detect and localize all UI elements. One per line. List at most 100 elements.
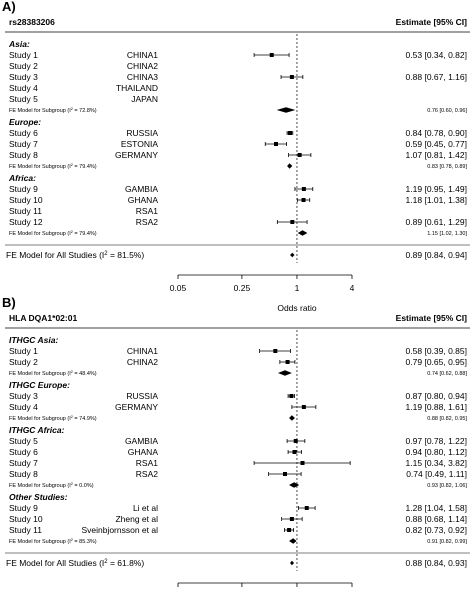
subgroup-diamond bbox=[289, 415, 295, 421]
point-estimate bbox=[282, 472, 287, 476]
group-heading: Europe: bbox=[9, 117, 41, 127]
panel-label: B) bbox=[2, 295, 16, 310]
point-estimate bbox=[288, 131, 293, 135]
study-label: Study 11 bbox=[9, 206, 42, 216]
group-heading: ITHGC Asia: bbox=[9, 335, 58, 345]
population-label: Sveinbjornsson et al bbox=[81, 525, 158, 535]
subgroup-estimate-value: 0.88 [0.82, 0.95] bbox=[427, 416, 467, 422]
point-estimate bbox=[289, 517, 294, 521]
study-label: Study 3 bbox=[9, 72, 38, 82]
point-estimate bbox=[301, 187, 306, 191]
estimate-value: 1.28 [1.04, 1.58] bbox=[406, 503, 467, 513]
study-label: Study 3 bbox=[9, 391, 38, 401]
population-label: CHINA1 bbox=[127, 346, 158, 356]
study-label: Study 5 bbox=[9, 436, 38, 446]
subgroup-summary-label: FE Model for Subgroup (I2 = 72.8%) bbox=[9, 107, 97, 114]
overall-estimate-value: 0.88 [0.84, 0.93] bbox=[406, 558, 467, 568]
population-label: GAMBIA bbox=[125, 184, 158, 194]
population-label: GERMANY bbox=[115, 150, 158, 160]
population-label: CHINA2 bbox=[127, 61, 158, 71]
estimate-value: 0.74 [0.49, 1.11] bbox=[406, 469, 467, 479]
group-heading: Africa: bbox=[8, 173, 36, 183]
study-label: Study 12 bbox=[9, 217, 43, 227]
study-label: Study 4 bbox=[9, 83, 38, 93]
x-axis-label: Odds ratio bbox=[277, 303, 316, 313]
x-tick-label: 0.25 bbox=[234, 283, 251, 293]
subgroup-summary-label: FE Model for Subgroup (I2 = 0.0%) bbox=[9, 482, 94, 489]
overall-summary-label: FE Model for All Studies (I2 = 81.5%) bbox=[6, 250, 144, 260]
subgroup-summary-label: FE Model for Subgroup (I2 = 74.9%) bbox=[9, 415, 97, 422]
subgroup-estimate-value: 0.91 [0.82, 0.99] bbox=[427, 539, 467, 545]
population-label: CHINA3 bbox=[127, 72, 158, 82]
point-estimate bbox=[300, 461, 305, 465]
header-right: Estimate [95% CI] bbox=[396, 313, 467, 323]
estimate-value: 0.82 [0.73, 0.92] bbox=[406, 525, 467, 535]
population-label: RSA2 bbox=[136, 217, 158, 227]
panel-label: A) bbox=[2, 0, 16, 14]
population-label: GERMANY bbox=[115, 402, 158, 412]
estimate-value: 0.84 [0.78, 0.90] bbox=[406, 128, 467, 138]
x-tick-label: 1 bbox=[295, 283, 300, 293]
point-estimate bbox=[297, 153, 302, 157]
point-estimate bbox=[292, 450, 297, 454]
point-estimate bbox=[290, 220, 295, 224]
population-label: RSA1 bbox=[136, 458, 158, 468]
point-estimate bbox=[273, 349, 278, 353]
population-label: Zheng et al bbox=[115, 514, 158, 524]
population-label: RUSSIA bbox=[126, 128, 158, 138]
estimate-value: 1.19 [0.88, 1.61] bbox=[406, 402, 467, 412]
subgroup-estimate-value: 0.76 [0.60, 0.96] bbox=[427, 108, 467, 114]
estimate-value: 0.87 [0.80, 0.94] bbox=[406, 391, 467, 401]
subgroup-diamond bbox=[287, 163, 293, 169]
estimate-value: 0.97 [0.78, 1.22] bbox=[406, 436, 467, 446]
subgroup-estimate-value: 0.83 [0.78, 0.89] bbox=[427, 164, 467, 170]
study-label: Study 9 bbox=[9, 184, 38, 194]
study-label: Study 1 bbox=[9, 50, 38, 60]
study-label: Study 7 bbox=[9, 458, 38, 468]
header-left: HLA DQA1*02:01 bbox=[9, 313, 77, 323]
study-label: Study 10 bbox=[9, 195, 43, 205]
subgroup-estimate-value: 1.15 [1.02, 1.30] bbox=[427, 231, 467, 237]
population-label: GHANA bbox=[128, 447, 159, 457]
point-estimate bbox=[304, 506, 309, 510]
subgroup-summary-label: FE Model for Subgroup (I2 = 79.4%) bbox=[9, 230, 97, 237]
estimate-value: 0.88 [0.68, 1.14] bbox=[406, 514, 467, 524]
overall-diamond bbox=[290, 560, 295, 566]
study-label: Study 8 bbox=[9, 469, 38, 479]
point-estimate bbox=[293, 439, 298, 443]
overall-estimate-value: 0.89 [0.84, 0.94] bbox=[406, 250, 467, 260]
point-estimate bbox=[301, 198, 306, 202]
estimate-value: 0.59 [0.45, 0.77] bbox=[406, 139, 467, 149]
estimate-value: 0.89 [0.61, 1.29] bbox=[406, 217, 467, 227]
subgroup-estimate-value: 0.74 [0.62, 0.88] bbox=[427, 371, 467, 377]
study-label: Study 4 bbox=[9, 402, 38, 412]
group-heading: ITHGC Africa: bbox=[9, 425, 65, 435]
study-label: Study 8 bbox=[9, 150, 38, 160]
header-right: Estimate [95% CI] bbox=[396, 17, 467, 27]
subgroup-diamond bbox=[289, 482, 300, 488]
group-heading: ITHGC Europe: bbox=[9, 380, 70, 390]
population-label: RSA1 bbox=[136, 206, 158, 216]
study-label: Study 6 bbox=[9, 128, 38, 138]
population-label: RUSSIA bbox=[126, 391, 158, 401]
estimate-value: 0.53 [0.34, 0.82] bbox=[406, 50, 467, 60]
study-label: Study 6 bbox=[9, 447, 38, 457]
population-label: GAMBIA bbox=[125, 436, 158, 446]
estimate-value: 1.18 [1.01, 1.38] bbox=[406, 195, 467, 205]
population-label: THAILAND bbox=[116, 83, 158, 93]
population-label: CHINA1 bbox=[127, 50, 158, 60]
estimate-value: 0.58 [0.39, 0.85] bbox=[406, 346, 467, 356]
subgroup-diamond bbox=[297, 230, 308, 236]
forest-plot-panel-a: A) rs28383206 Estimate [95% CI] Asia: Europe… bbox=[2, 0, 470, 313]
point-estimate bbox=[269, 53, 274, 57]
point-estimate bbox=[287, 528, 292, 532]
subgroup-summary-label: FE Model for Subgroup (I2 = 85.3%) bbox=[9, 538, 97, 545]
study-label: Study 2 bbox=[9, 61, 38, 71]
point-estimate bbox=[274, 142, 279, 146]
subgroup-diamond bbox=[277, 370, 292, 376]
population-label: CHINA2 bbox=[127, 357, 158, 367]
point-estimate bbox=[285, 360, 290, 364]
estimate-value: 1.07 [0.81, 1.42] bbox=[406, 150, 467, 160]
study-label: Study 2 bbox=[9, 357, 38, 367]
forest-plot-panel-b: B) HLA DQA1*02:01 Estimate [95% CI] ITHGC A… bbox=[2, 295, 470, 592]
